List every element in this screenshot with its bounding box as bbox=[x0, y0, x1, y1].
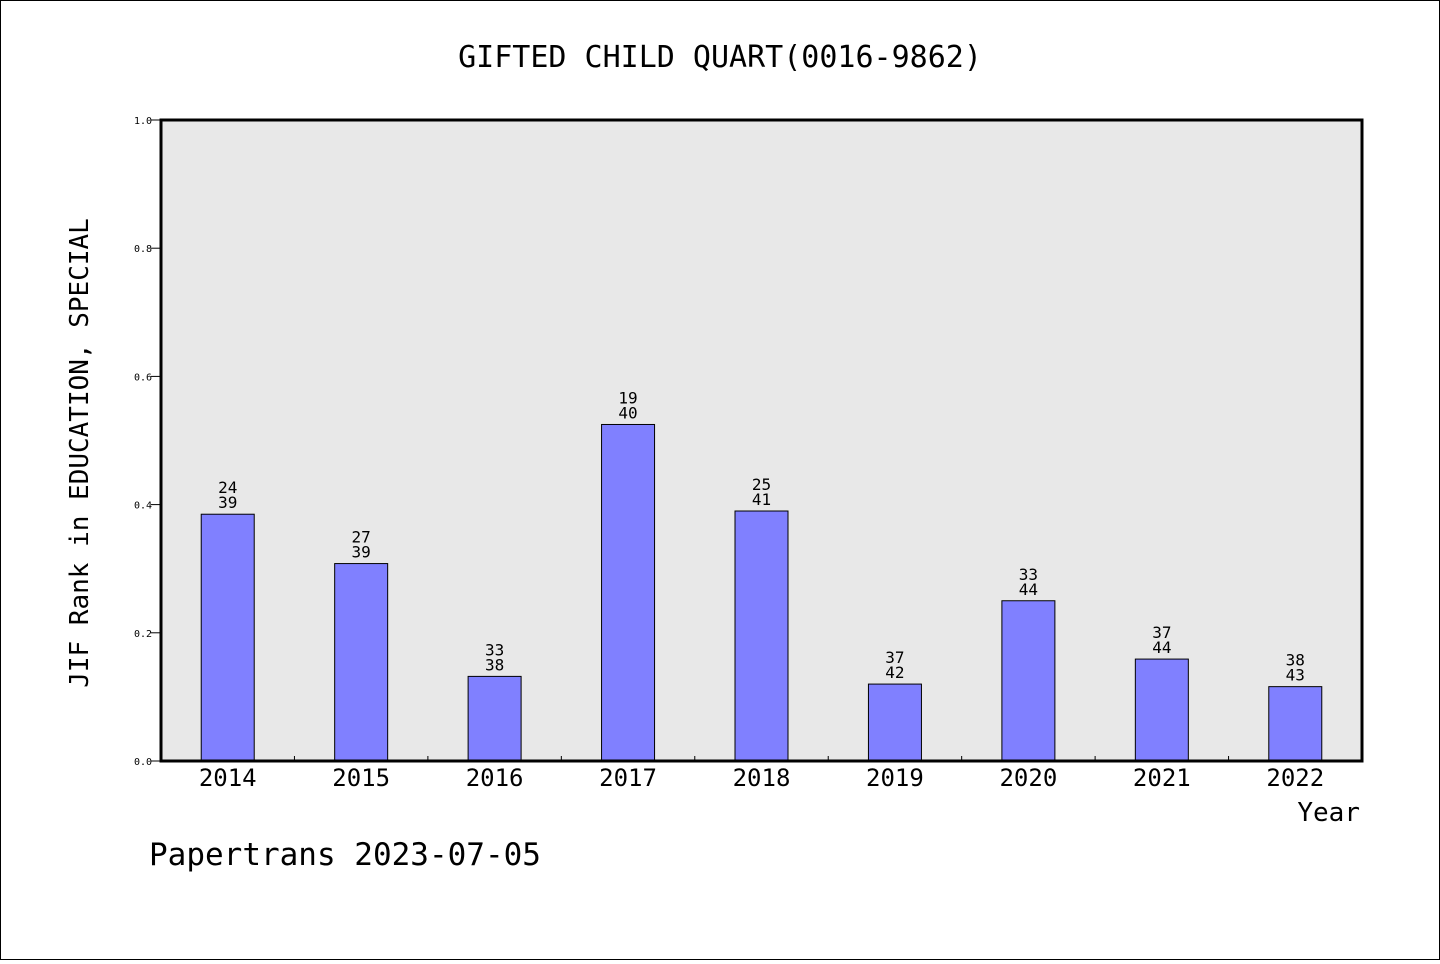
bar-label-bottom-2016: 38 bbox=[485, 655, 504, 674]
x-tick-label-2018: 2018 bbox=[733, 764, 791, 792]
bar-label-top-2016: 33 bbox=[485, 640, 504, 659]
bar-2016 bbox=[467, 675, 522, 762]
chart-title: GIFTED CHILD QUART(0016-9862) bbox=[458, 40, 982, 75]
y-tick-label-0.0: 0.0 bbox=[134, 757, 152, 768]
bar-2015 bbox=[334, 563, 389, 762]
bar-label-bottom-2021: 44 bbox=[1152, 638, 1171, 657]
bar-label-top-2015: 27 bbox=[352, 528, 371, 547]
bar-label-bottom-2015: 39 bbox=[352, 543, 371, 562]
x-tick-label-2022: 2022 bbox=[1266, 764, 1324, 792]
bar-2020 bbox=[1001, 600, 1056, 762]
x-tick-label-2017: 2017 bbox=[599, 764, 657, 792]
y-tick-label-0.4: 0.4 bbox=[134, 501, 152, 512]
bar-label-top-2017: 19 bbox=[618, 388, 637, 407]
bar-label-top-2014: 24 bbox=[218, 478, 237, 497]
bar-2021 bbox=[1134, 658, 1189, 762]
x-axis-label: Year bbox=[1297, 798, 1360, 828]
bar-label-bottom-2019: 42 bbox=[885, 663, 904, 682]
bar-label-bottom-2020: 44 bbox=[1019, 580, 1038, 599]
bar-2019 bbox=[867, 683, 922, 762]
y-tick-label-0.6: 0.6 bbox=[134, 372, 152, 383]
bar-2018 bbox=[734, 510, 789, 762]
footer-text: Papertrans 2023-07-05 bbox=[149, 837, 541, 873]
x-tick-label-2019: 2019 bbox=[866, 764, 924, 792]
y-tick-label-0.8: 0.8 bbox=[134, 244, 152, 255]
bar-label-bottom-2014: 39 bbox=[218, 493, 237, 512]
bar-2014 bbox=[200, 513, 255, 762]
bar-2022 bbox=[1268, 686, 1323, 762]
x-tick-label-2016: 2016 bbox=[466, 764, 524, 792]
bar-label-top-2022: 38 bbox=[1286, 651, 1305, 670]
x-tick-label-2021: 2021 bbox=[1133, 764, 1191, 792]
bar-2017 bbox=[601, 423, 656, 762]
bar-label-top-2021: 37 bbox=[1152, 623, 1171, 642]
plot-border bbox=[159, 118, 1364, 763]
x-tick-label-2020: 2020 bbox=[999, 764, 1057, 792]
y-axis-label: JIF Rank in EDUCATION, SPECIAL bbox=[65, 218, 95, 688]
bar-label-top-2019: 37 bbox=[885, 648, 904, 667]
y-tick-label-1.0: 1.0 bbox=[134, 116, 152, 127]
bar-label-bottom-2022: 43 bbox=[1286, 666, 1305, 685]
x-tick-label-2014: 2014 bbox=[199, 764, 257, 792]
bar-label-bottom-2018: 41 bbox=[752, 490, 771, 509]
x-tick-label-2015: 2015 bbox=[332, 764, 390, 792]
bar-label-top-2020: 33 bbox=[1019, 565, 1038, 584]
bar-label-bottom-2017: 40 bbox=[618, 403, 637, 422]
y-tick-label-0.2: 0.2 bbox=[134, 629, 152, 640]
bar-label-top-2018: 25 bbox=[752, 475, 771, 494]
